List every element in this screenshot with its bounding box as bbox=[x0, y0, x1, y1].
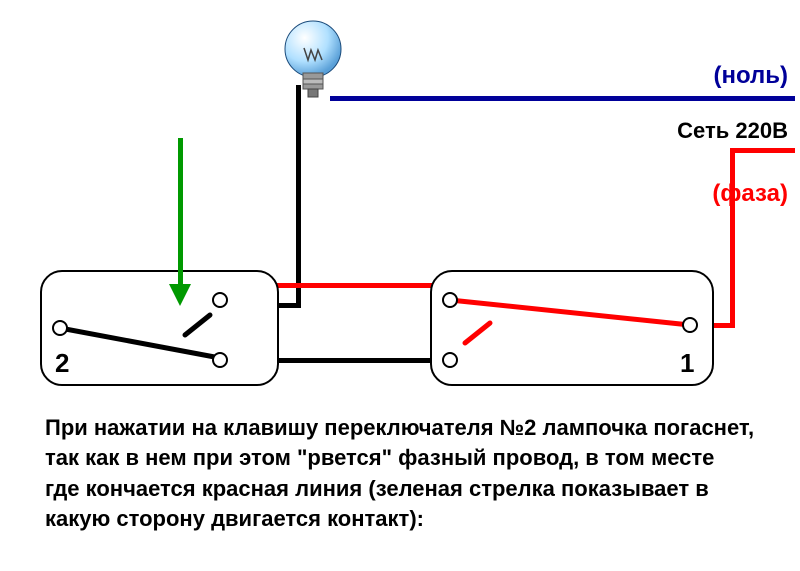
switch-2-lever bbox=[55, 295, 230, 365]
sw2-common-terminal bbox=[52, 320, 68, 336]
wire-neutral bbox=[330, 96, 795, 101]
wire-load-v bbox=[296, 85, 301, 308]
label-neutral: (ноль) bbox=[713, 62, 788, 90]
wire-phase-in-h bbox=[730, 148, 795, 153]
wire-phase-in-v bbox=[730, 148, 735, 328]
label-sw1: 1 bbox=[680, 348, 694, 379]
bulb-icon bbox=[284, 20, 342, 98]
sw2-bot-terminal bbox=[212, 352, 228, 368]
switch-1-lever bbox=[445, 288, 695, 368]
label-phase: (фаза) bbox=[712, 180, 788, 208]
label-sw2: 2 bbox=[55, 348, 69, 379]
arrow-shaft bbox=[178, 138, 183, 288]
label-mains: Сеть 220В bbox=[677, 118, 788, 144]
diagram-stage: (ноль) Сеть 220В (фаза) 2 1 При нажатии … bbox=[0, 0, 800, 571]
caption-text: При нажатии на клавишу переключателя №2 … bbox=[45, 413, 755, 534]
sw1-bot-terminal bbox=[442, 352, 458, 368]
sw1-common-terminal bbox=[682, 317, 698, 333]
sw2-top-terminal bbox=[212, 292, 228, 308]
arrow-head-icon bbox=[169, 284, 191, 306]
sw1-top-terminal bbox=[442, 292, 458, 308]
